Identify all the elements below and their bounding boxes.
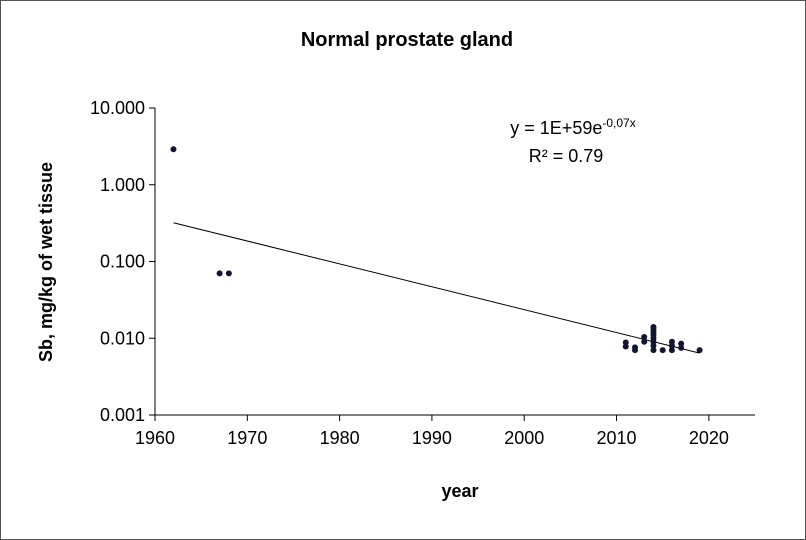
point	[678, 340, 685, 347]
y-tick-label: 1.000	[100, 175, 145, 195]
point	[641, 338, 648, 345]
point	[632, 344, 638, 351]
point	[641, 333, 648, 340]
point	[170, 146, 177, 153]
x-tick-label: 2000	[504, 428, 544, 448]
x-tick-label: 1960	[135, 428, 175, 448]
point	[678, 344, 685, 351]
x-tick-label: 1990	[412, 428, 452, 448]
equation-exponent: -0,07x	[602, 116, 635, 130]
chart-title: Normal prostate gland	[301, 29, 513, 51]
y-tick-label: 0.001	[100, 405, 145, 425]
point	[650, 347, 657, 354]
y-tick-label: 0.010	[100, 328, 145, 348]
x-axis-label: year	[441, 481, 478, 501]
r-squared: R² = 0.79	[529, 146, 604, 166]
point	[659, 347, 666, 354]
x-tick-label: 2020	[689, 428, 729, 448]
point	[622, 343, 629, 350]
equation-base: y = 1E+59e	[510, 118, 602, 138]
x-tick-label: 2010	[597, 428, 637, 448]
x-tick-label: 1980	[320, 428, 360, 448]
point	[216, 270, 223, 277]
trend-equation: y = 1E+59e-0,07x	[510, 116, 635, 138]
point	[668, 347, 675, 354]
y-axis-label: Sb, mg/kg of wet tissue	[36, 162, 56, 362]
point	[225, 270, 232, 277]
y-tick-label: 10.000	[90, 98, 145, 118]
point	[668, 338, 675, 345]
y-tick-label: 0.100	[100, 252, 145, 272]
point	[696, 347, 703, 354]
x-tick-label: 1970	[227, 428, 267, 448]
trendline	[173, 222, 700, 354]
point	[650, 324, 657, 331]
